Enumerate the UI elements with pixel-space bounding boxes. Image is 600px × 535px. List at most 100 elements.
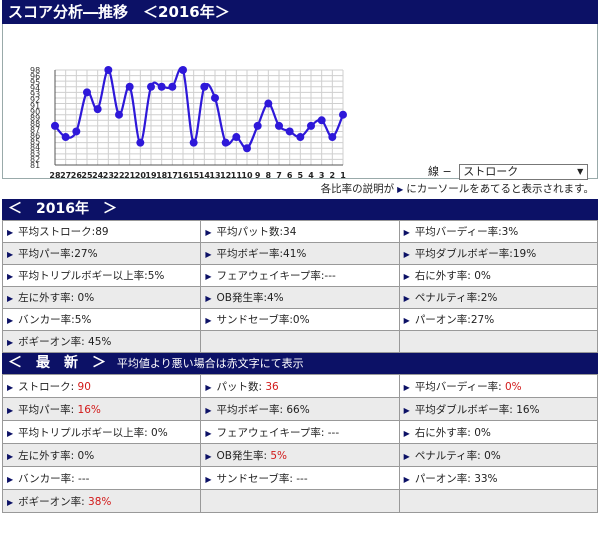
info-triangle-icon[interactable]: ▶ (205, 405, 212, 415)
stat-cell[interactable]: ▶ OB発生率:4% (200, 286, 400, 309)
data-point (72, 127, 81, 136)
data-point (275, 121, 283, 130)
info-triangle-icon[interactable]: ▶ (7, 428, 14, 438)
stat-cell[interactable]: ▶ 平均ダブルボギー率: 16% (398, 397, 599, 421)
info-triangle-icon[interactable]: ▶ (403, 250, 410, 259)
line-type-select[interactable]: ストローク ▼ (459, 164, 589, 180)
stat-label: 平均パー率: (18, 403, 75, 416)
stat-label: バンカー率: (18, 472, 75, 485)
page-title: スコア分析―推移 ＜2016年＞ (2, 0, 598, 24)
data-point (328, 133, 337, 142)
stat-cell[interactable]: ▶ パーオン率: 33% (398, 466, 599, 490)
stat-cell[interactable]: ▶ 右に外す率: 0% (398, 264, 599, 287)
info-triangle-icon[interactable]: ▶ (205, 316, 212, 325)
stat-cell[interactable]: ▶ 平均トリプルボギー以上率:5% (1, 264, 202, 287)
info-triangle-icon[interactable]: ▶ (205, 451, 212, 461)
stat-cell[interactable]: ▶ ストローク: 90 (1, 374, 202, 398)
info-triangle-icon[interactable]: ▶ (403, 294, 410, 303)
info-triangle-icon[interactable]: ▶ (205, 382, 212, 392)
info-triangle-icon[interactable]: ▶ (403, 428, 410, 438)
stat-value: --- (74, 472, 90, 485)
info-triangle-icon[interactable]: ▶ (7, 228, 14, 237)
stat-cell[interactable]: ▶ パット数: 36 (200, 374, 400, 398)
stat-value: 45% (84, 336, 112, 348)
data-point (243, 144, 251, 153)
info-triangle-icon[interactable]: ▶ (205, 250, 212, 259)
stat-cell[interactable]: ▶ 平均バーディー率:3% (398, 220, 599, 243)
y-tick-label: 88 (30, 119, 40, 128)
stat-cell[interactable]: ▶ サンドセーブ率:0% (200, 308, 400, 331)
data-point (264, 99, 273, 108)
stat-cell[interactable]: ▶ OB発生率: 5% (200, 443, 400, 467)
info-triangle-icon[interactable]: ▶ (205, 294, 212, 303)
stat-cell[interactable]: ▶ バンカー率:5% (1, 308, 202, 331)
stat-cell[interactable]: ▶ 左に外す率: 0% (1, 286, 202, 309)
y-tick-label: 98 (30, 66, 40, 75)
x-tick-label: 22 (113, 171, 124, 178)
x-tick-label: 19 (145, 171, 157, 178)
info-triangle-icon[interactable]: ▶ (205, 428, 212, 438)
info-triangle-icon[interactable]: ▶ (403, 474, 410, 484)
info-triangle-icon[interactable]: ▶ (403, 405, 410, 415)
info-triangle-icon[interactable]: ▶ (403, 451, 410, 461)
stats-latest-table: ▶ ストローク: 90 ▶ パット数: 36 ▶ 平均バーディー率: 0% ▶ 平均パー率: … (1, 374, 599, 513)
table-row: ▶ バンカー率:5% ▶ サンドセーブ率:0% ▶ パーオン率:27% (1, 308, 599, 331)
stat-cell[interactable]: ▶ ボギーオン率: 38% (1, 489, 202, 513)
stat-value: 0% (74, 449, 95, 462)
stat-cell[interactable]: ▶ 左に外す率: 0% (1, 443, 202, 467)
y-tick-label: 91 (30, 102, 40, 111)
info-triangle-icon[interactable]: ▶ (205, 474, 212, 484)
stat-cell[interactable]: ▶ フェアウェイキープ率: --- (200, 420, 400, 444)
info-triangle-icon[interactable]: ▶ (7, 316, 14, 325)
stat-label: フェアウェイキープ率: (216, 426, 325, 439)
info-triangle-icon[interactable]: ▶ (7, 451, 14, 461)
info-triangle-icon[interactable]: ▶ (7, 405, 14, 415)
data-point (307, 121, 315, 130)
stat-cell[interactable]: ▶ 右に外す率: 0% (398, 420, 599, 444)
stat-cell[interactable]: ▶ 平均パー率:27% (1, 242, 202, 265)
info-triangle-icon[interactable]: ▶ (7, 250, 14, 259)
stat-cell[interactable]: ▶ 平均トリプルボギー以上率: 0% (1, 420, 202, 444)
stat-label: サンドセーブ率: (216, 314, 293, 326)
x-tick-label: 27 (60, 171, 71, 178)
section-2016-header: ＜ 2016年 ＞ (2, 199, 598, 220)
x-tick-label: 17 (167, 171, 178, 178)
info-triangle-icon[interactable]: ▶ (7, 272, 14, 281)
stat-label: ボギーオン率: (18, 336, 85, 348)
info-triangle-icon[interactable]: ▶ (7, 294, 14, 303)
stat-cell[interactable]: ▶ 平均パー率: 16% (1, 397, 202, 421)
dropdown-arrow-icon: ▼ (577, 167, 584, 176)
stat-cell[interactable]: ▶ パーオン率:27% (398, 308, 599, 331)
x-tick-label: 1 (340, 171, 346, 178)
stat-cell[interactable]: ▶ ペナルティ率:2% (398, 286, 599, 309)
stat-cell[interactable]: ▶ 平均バーディー率: 0% (398, 374, 599, 398)
stat-cell[interactable]: ▶ フェアウェイキープ率:--- (200, 264, 400, 287)
stat-cell[interactable]: ▶ 平均ボギー率:41% (200, 242, 400, 265)
info-triangle-icon[interactable]: ▶ (403, 228, 410, 237)
table-row: ▶ 平均パー率:27% ▶ 平均ボギー率:41% ▶ 平均ダブルボギー率:19% (1, 242, 599, 265)
data-point (115, 110, 123, 119)
stat-cell[interactable]: ▶ サンドセーブ率: --- (200, 466, 400, 490)
info-triangle-icon[interactable]: ▶ (7, 497, 14, 507)
x-tick-label: 6 (287, 171, 293, 178)
info-triangle-icon[interactable]: ▶ (7, 382, 14, 392)
stat-cell[interactable]: ▶ ボギーオン率: 45% (1, 330, 202, 353)
info-triangle-icon[interactable]: ▶ (7, 474, 14, 484)
stat-cell[interactable]: ▶ 平均ダブルボギー率:19% (398, 242, 599, 265)
info-triangle-icon[interactable]: ▶ (7, 338, 14, 347)
stat-value: 5% (267, 449, 287, 462)
stat-cell[interactable]: ▶ 平均ストローク:89 (1, 220, 202, 243)
stat-cell[interactable]: ▶ バンカー率: --- (1, 466, 202, 490)
stat-label: パーオン率: (414, 314, 471, 326)
stat-cell[interactable]: ▶ 平均ボギー率: 66% (200, 397, 400, 421)
info-triangle-icon[interactable]: ▶ (403, 272, 410, 281)
y-tick-label: 81 (30, 161, 40, 170)
info-triangle-icon[interactable]: ▶ (403, 316, 410, 325)
stat-cell[interactable]: ▶ 平均パット数:34 (200, 220, 400, 243)
info-triangle-icon[interactable]: ▶ (205, 228, 212, 237)
x-tick-label: 4 (308, 171, 314, 178)
stat-cell[interactable]: ▶ ペナルティ率: 0% (398, 443, 599, 467)
info-triangle-icon[interactable]: ▶ (205, 272, 212, 281)
info-triangle-icon[interactable]: ▶ (403, 382, 410, 392)
data-point (93, 105, 102, 114)
